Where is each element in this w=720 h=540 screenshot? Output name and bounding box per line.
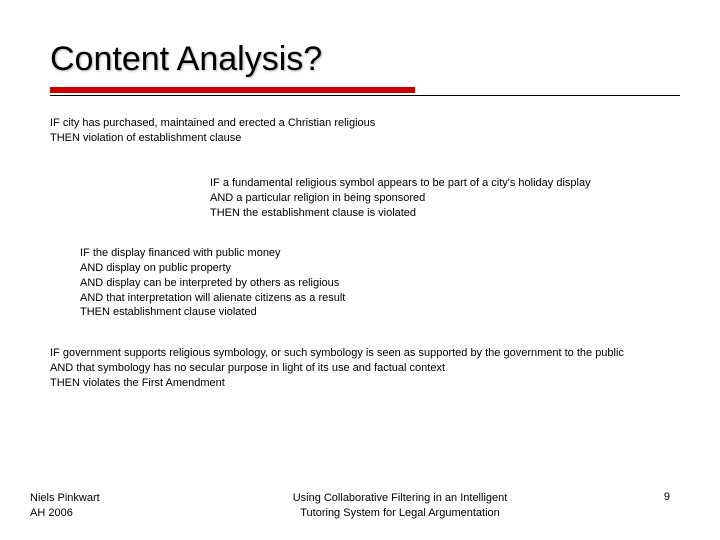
text-line: THEN violation of establishment clause [50, 131, 375, 146]
rule-block-1: IF city has purchased, maintained and er… [50, 116, 375, 146]
rule-line [50, 95, 680, 96]
author-venue: AH 2006 [30, 506, 170, 520]
page-number: 9 [630, 491, 670, 503]
text-line: AND that interpretation will alienate ci… [80, 291, 345, 306]
author-name: Niels Pinkwart [30, 491, 170, 505]
text-line: AND a particular religion in being spons… [210, 191, 591, 206]
rule-block-2: IF a fundamental religious symbol appear… [210, 176, 591, 221]
footer: Niels Pinkwart AH 2006 Using Collaborati… [0, 491, 720, 520]
rule-block-3: IF the display financed with public mone… [80, 246, 345, 320]
text-line: THEN establishment clause violated [80, 305, 345, 320]
text-line: AND display can be interpreted by others… [80, 276, 345, 291]
text-line: IF city has purchased, maintained and er… [50, 116, 375, 131]
talk-line: Using Collaborative Filtering in an Inte… [190, 491, 610, 505]
slide: Content Analysis? IF city has purchased,… [0, 0, 720, 540]
talk-line: Tutoring System for Legal Argumentation [190, 506, 610, 520]
text-line: IF government supports religious symbolo… [50, 346, 624, 361]
slide-title: Content Analysis? [50, 40, 680, 79]
text-line: AND that symbology has no secular purpos… [50, 361, 624, 376]
content-area: IF city has purchased, maintained and er… [50, 116, 680, 416]
footer-talk-title: Using Collaborative Filtering in an Inte… [170, 491, 630, 520]
text-line: AND display on public property [80, 261, 345, 276]
text-line: THEN violates the First Amendment [50, 376, 624, 391]
rule-block-4: IF government supports religious symbolo… [50, 346, 624, 391]
text-line: THEN the establishment clause is violate… [210, 206, 591, 221]
accent-bar [50, 87, 415, 93]
text-line: IF the display financed with public mone… [80, 246, 345, 261]
text-line: IF a fundamental religious symbol appear… [210, 176, 591, 191]
footer-author: Niels Pinkwart AH 2006 [30, 491, 170, 520]
